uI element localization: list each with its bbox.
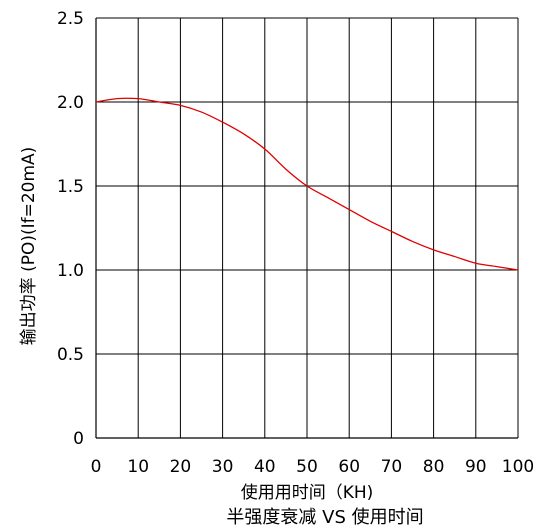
y-axis-title: 输出功率 (PO)(If=20mA)	[19, 147, 39, 346]
series-layer	[95, 97, 519, 271]
x-tick-label: 0	[91, 457, 102, 477]
y-tick-label: 1.5	[57, 177, 84, 197]
y-tick-label: 2.0	[57, 93, 84, 113]
y-tick-label: 1.0	[57, 261, 84, 281]
x-tick-label: 10	[127, 457, 149, 477]
x-tick-label: 20	[170, 457, 192, 477]
x-axis-title: 使用用时间（KH)	[241, 482, 374, 503]
y-tick-label: 2.5	[57, 9, 84, 29]
x-tick-label: 80	[423, 457, 445, 477]
chart-title: 半强度衰减 VS 使用时间	[226, 507, 423, 528]
grid	[96, 17, 519, 438]
axes	[95, 18, 518, 439]
y-axis-ticks: 0 0.5 1.0 1.5 2.0 2.5	[57, 9, 84, 449]
x-tick-label: 50	[296, 457, 318, 477]
y-tick-label: 0.5	[57, 345, 84, 365]
x-tick-label: 40	[254, 457, 276, 477]
y-tick-label: 0	[73, 429, 84, 449]
x-tick-label: 60	[338, 457, 360, 477]
x-tick-label: 70	[381, 457, 403, 477]
series-line-0	[95, 97, 519, 271]
x-tick-label: 100	[502, 457, 534, 477]
x-axis-ticks: 0 10 20 30 40 50 60 70 80 90 100	[91, 457, 535, 477]
x-tick-label: 30	[212, 457, 234, 477]
x-tick-label: 90	[465, 457, 487, 477]
